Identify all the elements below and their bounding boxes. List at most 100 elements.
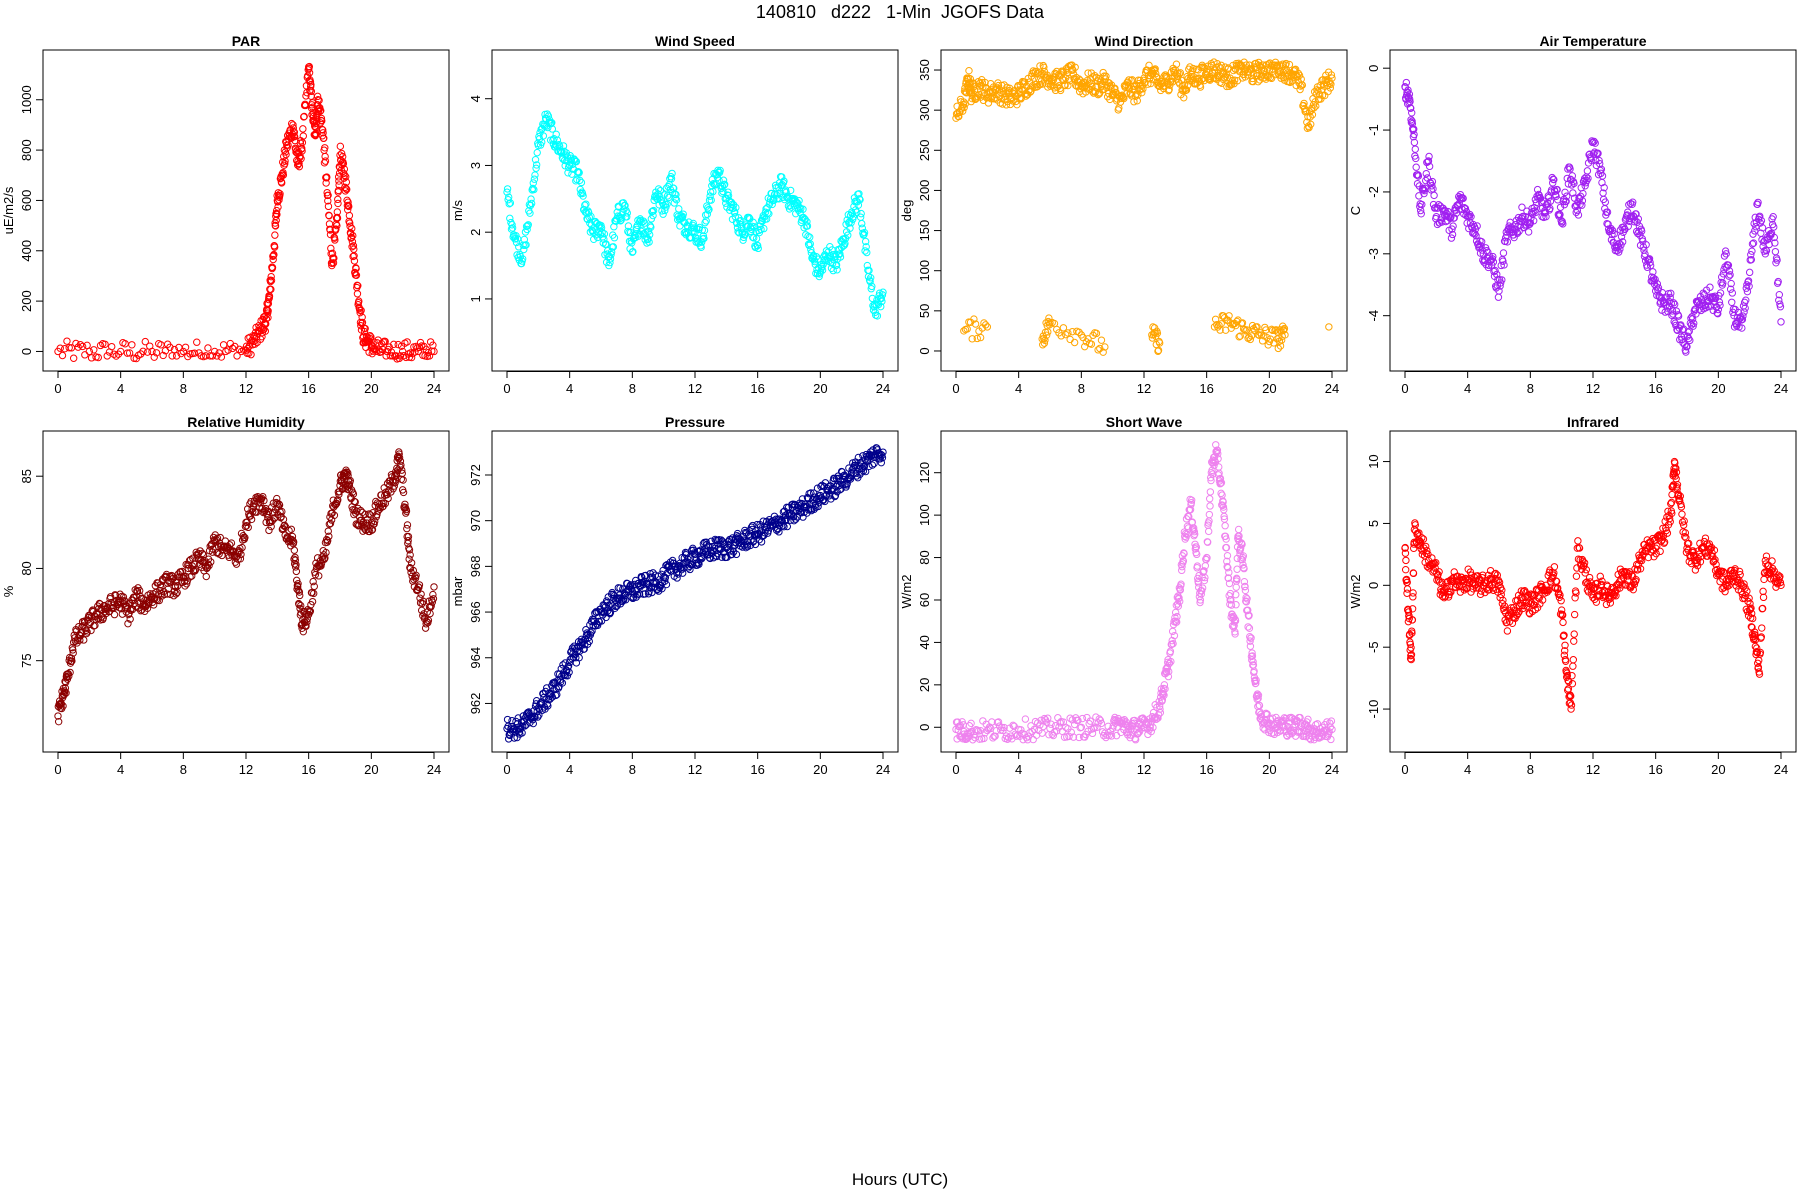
data-point [719,176,728,184]
data-point [326,226,334,234]
data-point [269,252,277,260]
data-point [503,715,512,724]
data-point [862,243,870,251]
data-point [649,206,658,215]
data-point [1325,323,1333,331]
data-point [841,239,849,248]
data-point [775,195,783,203]
data-point [1312,102,1320,110]
data-point [679,210,687,218]
data-point [271,222,280,230]
data-point [548,125,557,133]
data-point [623,213,631,221]
data-point [300,112,308,121]
data-point [1070,338,1079,347]
data-point [332,225,340,233]
data-point [672,190,680,199]
data-point [1428,177,1437,186]
data-point [324,191,332,200]
data-point [791,197,799,205]
data-point [61,344,69,353]
data-point [865,266,873,275]
data-point [530,185,538,194]
data-point [659,210,667,218]
data-point [1412,163,1420,171]
data-point [278,170,287,178]
data-point [1234,525,1243,534]
data-point [279,171,288,179]
panel-title: Short Wave [1106,414,1183,430]
panel-title: PAR [232,33,261,49]
data-point [394,340,402,349]
data-point [1206,502,1214,510]
data-point [358,313,366,321]
data-point [350,245,358,253]
x-tick-label: 16 [1648,381,1662,396]
data-point [329,255,337,263]
data-point [829,266,837,275]
data-point [737,224,746,233]
y-tick-label: 150 [917,220,932,242]
data-point [522,241,530,249]
x-tick-label: 8 [180,381,187,396]
data-point [724,191,733,200]
x-tick-label: 24 [1325,762,1339,777]
x-tick-label: 20 [1711,381,1725,396]
data-point [277,179,286,187]
data-point [168,352,176,360]
data-point [319,129,327,137]
y-tick-label: 200 [19,290,34,312]
data-point [324,197,332,205]
data-point [152,349,161,357]
y-tick-label: 966 [468,601,483,623]
data-point [271,231,279,239]
data-point [1499,249,1508,257]
x-tick-label: 4 [117,762,124,777]
data-point [836,253,845,261]
data-point [667,173,675,181]
data-point [965,66,973,75]
x-tick-label: 4 [1464,381,1471,396]
data-point [1777,318,1785,326]
data-point [172,352,181,360]
x-tick-label: 16 [750,381,764,396]
data-point [281,160,289,168]
data-point [531,155,540,164]
data-point [757,225,765,234]
data-point [1742,296,1750,304]
data-point [56,344,64,352]
data-point [78,342,87,351]
data-point [181,343,190,351]
data-point [1205,495,1214,503]
data-point [741,230,750,239]
data-point [204,344,212,352]
data-point [1097,336,1106,344]
y-tick-label: 300 [917,99,932,121]
data-point [344,206,352,214]
y-axis-label: mbar [450,576,465,606]
data-point [202,572,210,581]
data-point [208,352,217,360]
plot-frame [42,49,450,372]
x-tick-label: 20 [364,762,378,777]
x-tick-label: 16 [1199,762,1213,777]
data-point [290,546,299,554]
data-point [293,146,301,155]
x-tick-label: 20 [1262,381,1276,396]
data-point [1241,586,1250,595]
data-point [506,199,515,207]
data-point [177,349,185,358]
data-point [760,224,768,233]
data-point [193,338,201,346]
data-point [575,169,583,177]
x-tick-label: 16 [1199,381,1213,396]
panel-title: Relative Humidity [187,414,305,430]
data-point [349,231,357,240]
data-point [1232,583,1240,591]
data-point [827,264,836,272]
data-point [672,196,681,204]
data-point [347,229,355,238]
data-point [425,352,434,360]
